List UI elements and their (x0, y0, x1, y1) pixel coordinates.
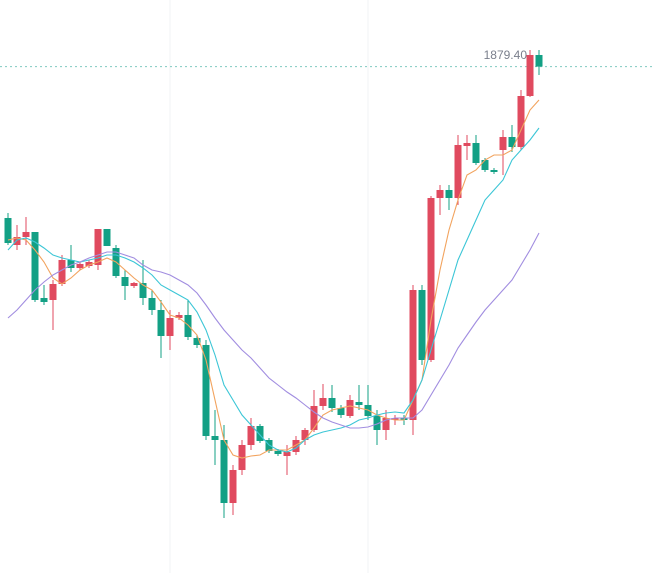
candle-body (13, 237, 21, 245)
candle-body (76, 264, 84, 268)
candle-body (211, 436, 219, 440)
candle-body (283, 452, 291, 456)
candle-body (526, 55, 534, 96)
candle-body (247, 426, 255, 445)
candle-body (85, 262, 93, 266)
candle-body (121, 277, 129, 286)
candle-body (148, 298, 156, 310)
candle-body (274, 451, 282, 454)
candle-body (130, 283, 138, 286)
moving-average-line (7, 232, 540, 429)
candle-body (418, 290, 426, 360)
candle-body (139, 283, 147, 298)
moving-average-line (7, 99, 540, 459)
candle-body (490, 170, 498, 172)
candle-body (337, 408, 345, 415)
candle-body (436, 190, 444, 198)
candle-body (202, 345, 210, 436)
candle-body (184, 315, 192, 337)
candle-body (256, 426, 264, 441)
candle-body (301, 430, 309, 440)
candle-body (373, 416, 381, 430)
candle-body (409, 290, 417, 420)
candle-body (103, 229, 111, 246)
candle-body (382, 418, 390, 430)
last-price-label: 1879.40 (484, 48, 528, 62)
candle-body (229, 470, 237, 503)
candle-body (58, 260, 66, 284)
candle-body (292, 440, 300, 452)
candle-body (49, 284, 57, 300)
candle-body (328, 398, 336, 408)
candle-body (391, 418, 399, 420)
candle-body (427, 198, 435, 360)
candle-body (310, 406, 318, 430)
candle-body (481, 160, 489, 170)
candle-body (166, 318, 174, 336)
candle-body (463, 143, 471, 146)
candle-body (4, 218, 12, 243)
candle-body (346, 400, 354, 416)
candle-body (508, 137, 516, 147)
candle-body (535, 55, 543, 67)
candle-body (67, 260, 75, 268)
candle-body (22, 232, 30, 237)
candle-body (355, 402, 363, 405)
candle-body (31, 232, 39, 300)
candle-body (517, 96, 525, 147)
candle-body (454, 145, 462, 198)
candle-body (319, 398, 327, 406)
candle-body (472, 143, 480, 163)
moving-average-line (7, 127, 540, 453)
candle-body (94, 229, 102, 265)
candle-body (193, 338, 201, 345)
candle-body (220, 440, 228, 503)
candle-body (499, 137, 507, 150)
candle-body (175, 315, 183, 318)
candle-body (157, 310, 165, 336)
candle-body (445, 190, 453, 198)
candle-body (40, 298, 48, 302)
